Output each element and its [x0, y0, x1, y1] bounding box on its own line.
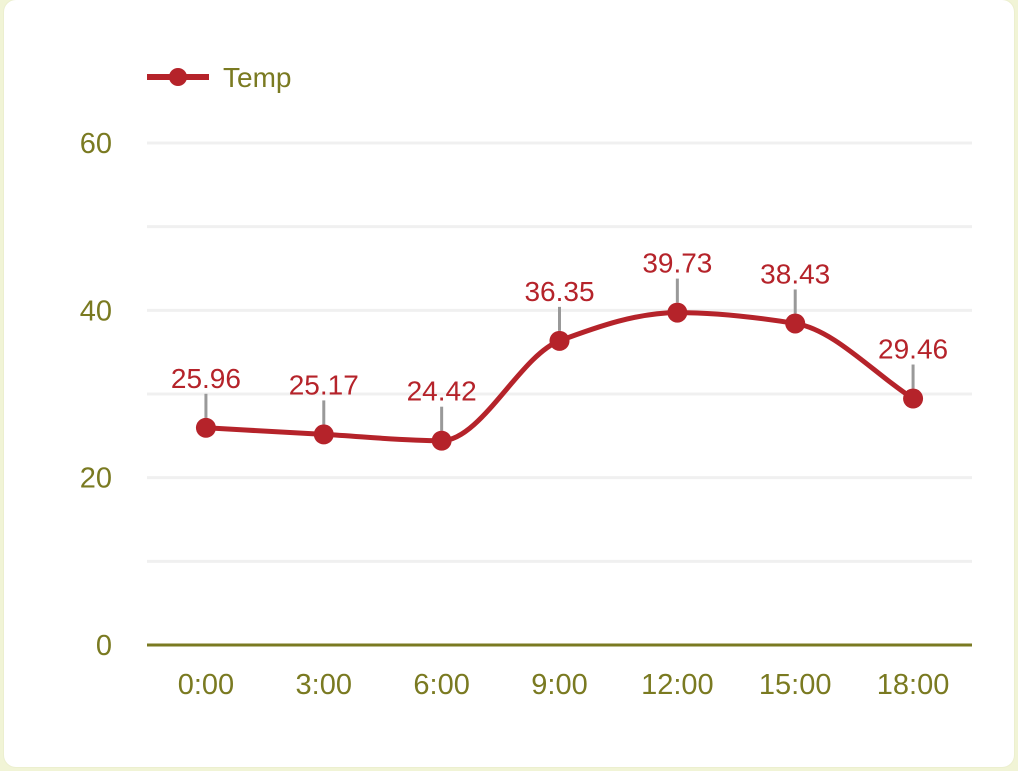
y-tick-label: 60	[80, 128, 112, 160]
data-label: 25.96	[171, 363, 241, 394]
x-tick-label: 18:00	[877, 669, 950, 701]
data-point	[549, 330, 570, 351]
legend: Temp	[147, 62, 291, 93]
data-point	[195, 417, 216, 438]
data-label: 29.46	[878, 334, 948, 365]
x-tick-label: 3:00	[296, 669, 352, 701]
data-label: 36.35	[524, 276, 594, 307]
grid-lines	[147, 141, 972, 563]
data-label: 39.73	[642, 248, 712, 279]
data-point	[903, 388, 924, 409]
line-chart: 0 20 40 60 0:00 3:00 6:00 9:00 12:00 15:00 18:00 T…	[80, 62, 972, 701]
data-label: 25.17	[289, 369, 359, 400]
legend-label: Temp	[223, 62, 291, 93]
legend-marker-swatch	[169, 68, 187, 86]
data-label: 24.42	[407, 376, 477, 407]
y-tick-label: 40	[80, 295, 112, 327]
x-tick-label: 9:00	[531, 669, 587, 701]
x-tick-label: 15:00	[759, 669, 832, 701]
data-point	[785, 313, 806, 334]
data-point	[667, 302, 688, 323]
data-point	[431, 430, 452, 451]
x-tick-label: 12:00	[641, 669, 714, 701]
y-tick-label: 0	[96, 630, 112, 662]
axes: 0 20 40 60 0:00 3:00 6:00 9:00 12:00 15:00 18:00	[80, 128, 972, 701]
data-label: 38.43	[760, 258, 830, 289]
data-points: 25.96 25.17 24.42 36.35 39.73 38.43 29.46	[171, 248, 948, 451]
chart-card: 0 20 40 60 0:00 3:00 6:00 9:00 12:00 15:00 18:00 T…	[4, 0, 1014, 767]
y-tick-label: 20	[80, 463, 112, 495]
data-point	[313, 424, 334, 445]
x-tick-label: 6:00	[413, 669, 469, 701]
x-tick-label: 0:00	[178, 669, 234, 701]
